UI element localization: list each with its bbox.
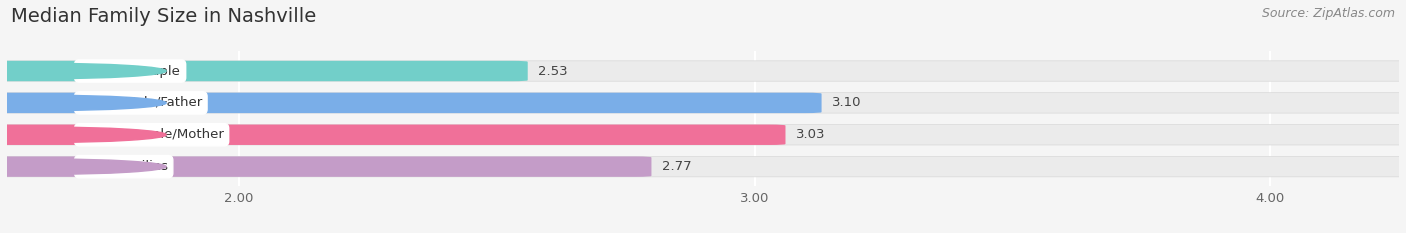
Text: Total Families: Total Families xyxy=(79,160,169,173)
Circle shape xyxy=(0,159,166,175)
FancyBboxPatch shape xyxy=(0,93,1406,113)
Circle shape xyxy=(0,127,166,143)
Text: 2.53: 2.53 xyxy=(538,65,568,78)
Text: 3.03: 3.03 xyxy=(796,128,825,141)
FancyBboxPatch shape xyxy=(0,125,1406,145)
FancyBboxPatch shape xyxy=(0,156,1406,177)
Text: Single Male/Father: Single Male/Father xyxy=(79,96,202,110)
Text: 3.10: 3.10 xyxy=(832,96,862,110)
FancyBboxPatch shape xyxy=(0,93,821,113)
FancyBboxPatch shape xyxy=(0,61,527,81)
Text: Median Family Size in Nashville: Median Family Size in Nashville xyxy=(11,7,316,26)
FancyBboxPatch shape xyxy=(0,61,1406,81)
Text: Single Female/Mother: Single Female/Mother xyxy=(79,128,224,141)
Circle shape xyxy=(0,95,166,111)
Text: Source: ZipAtlas.com: Source: ZipAtlas.com xyxy=(1261,7,1395,20)
FancyBboxPatch shape xyxy=(0,156,651,177)
Text: 2.77: 2.77 xyxy=(662,160,692,173)
Circle shape xyxy=(0,63,166,79)
FancyBboxPatch shape xyxy=(0,125,786,145)
Text: Married-Couple: Married-Couple xyxy=(79,65,181,78)
